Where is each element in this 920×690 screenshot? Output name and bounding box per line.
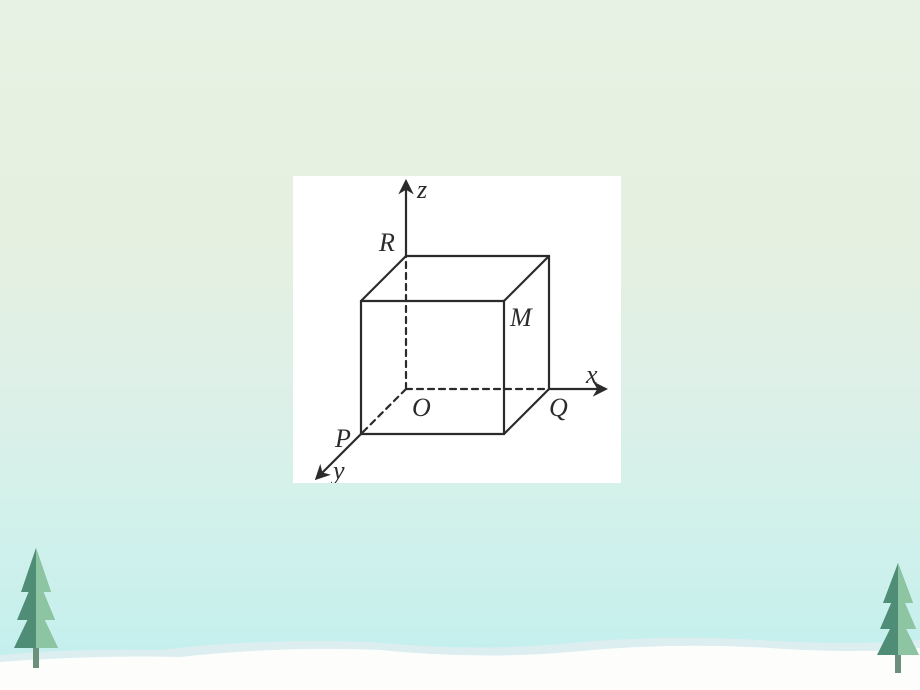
label-M: M: [509, 303, 533, 332]
label-R: R: [378, 228, 395, 257]
edge-TBR-M: [504, 256, 549, 301]
label-P: P: [334, 424, 351, 453]
edge-O-P: [361, 389, 406, 434]
label-x: x: [585, 360, 598, 389]
coordinate-diagram: z x y O Q P R M: [293, 176, 621, 483]
edge-Q-FBR: [504, 389, 549, 434]
label-z: z: [416, 176, 427, 204]
label-Q: Q: [549, 393, 568, 422]
edge-TFL-R: [361, 256, 406, 301]
snow-ground: [0, 600, 920, 690]
tree-left: [5, 540, 67, 670]
tree-right: [868, 557, 920, 675]
label-y: y: [330, 456, 345, 483]
label-O: O: [412, 393, 431, 422]
